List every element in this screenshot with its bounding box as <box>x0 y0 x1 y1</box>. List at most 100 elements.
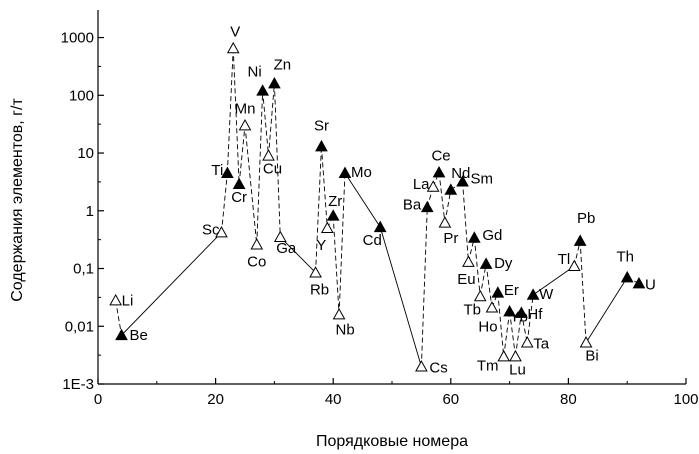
element-label-pb: Pb <box>577 210 595 227</box>
connector-line <box>585 277 628 343</box>
filled-triangle-marker <box>232 177 246 189</box>
element-label-ga: Ga <box>276 240 297 257</box>
point-labels: Li Be Sc Ti V Cr Mn Co Ni Cu Zn Ga Rb Sr Y Zr Nb Mo Cd Cs Ba… <box>122 23 656 378</box>
element-label-lu: Lu <box>509 361 526 378</box>
connector-line <box>479 263 487 297</box>
filled-triangle-marker <box>479 257 493 269</box>
connector-line <box>438 172 446 223</box>
connector-line <box>332 215 340 315</box>
element-label-bi: Bi <box>585 348 598 365</box>
filled-triangle-marker <box>467 231 481 243</box>
element-label-nb: Nb <box>335 321 354 338</box>
element-label-cr: Cr <box>231 189 247 206</box>
open-triangle-marker <box>215 225 228 238</box>
element-label-ti: Ti <box>211 162 223 179</box>
connector-line <box>244 125 258 245</box>
filled-triangle-marker <box>268 76 281 89</box>
element-label-v: V <box>230 23 240 40</box>
open-triangle-marker <box>226 41 240 54</box>
filled-triangle-marker <box>620 270 634 283</box>
element-label-sm: Sm <box>471 171 494 188</box>
element-label-li: Li <box>122 292 134 309</box>
open-triangle-marker <box>250 238 264 250</box>
y-tick-label: 100 <box>69 87 94 104</box>
element-label-th: Th <box>616 248 634 265</box>
x-tick-label: 100 <box>673 391 698 408</box>
filled-triangle-marker <box>573 234 587 246</box>
element-label-cs: Cs <box>429 360 447 377</box>
x-tick-label: 80 <box>560 391 577 408</box>
connector-line <box>115 300 122 336</box>
connector-line <box>273 83 281 238</box>
connector-line <box>526 294 534 343</box>
connector-line <box>221 173 228 233</box>
element-label-ho: Ho <box>478 319 497 336</box>
connector-line <box>226 48 234 174</box>
x-tick-label: 20 <box>207 391 224 408</box>
y-tick-label: 1 <box>86 203 94 220</box>
open-triangle-marker <box>509 349 522 362</box>
element-label-be: Be <box>130 327 148 344</box>
x-tick-label: 0 <box>94 391 102 408</box>
open-triangle-marker <box>415 360 428 372</box>
axes <box>97 10 686 385</box>
y-tick-label: 1000 <box>61 30 94 47</box>
element-label-sc: Sc <box>202 222 220 239</box>
element-label-er: Er <box>504 282 519 299</box>
filled-triangle-marker <box>444 183 458 195</box>
element-label-zr: Zr <box>328 193 342 210</box>
element-label-u: U <box>645 277 656 294</box>
y-tick-label: 1E-3 <box>62 376 94 393</box>
element-label-sr: Sr <box>314 117 329 134</box>
connector-line <box>232 48 240 185</box>
open-triangle-marker <box>567 259 581 272</box>
connector-line <box>485 263 493 308</box>
open-triangle-marker <box>332 307 346 320</box>
connector-line <box>268 83 275 156</box>
open-triangle-marker <box>320 221 334 234</box>
y-axis-title: Содержания элементов, г/т <box>9 98 26 302</box>
element-label-la: La <box>413 176 430 193</box>
element-label-gd: Gd <box>482 227 502 244</box>
filled-triangle-marker <box>491 286 505 298</box>
connector-line <box>256 90 264 245</box>
connector-line <box>579 240 587 343</box>
filled-triangle-marker <box>515 306 528 318</box>
open-triangle-marker <box>438 216 452 228</box>
y-tick-label: 0,01 <box>65 318 94 335</box>
filled-triangle-marker <box>632 276 646 289</box>
element-label-dy: Dy <box>494 255 513 272</box>
connector-line <box>520 312 528 343</box>
open-triangle-marker <box>579 336 593 348</box>
element-label-ni: Ni <box>248 64 262 81</box>
element-label-hf: Hf <box>527 306 543 323</box>
element-label-yb: Yb <box>510 309 528 326</box>
open-triangle-marker <box>485 301 499 313</box>
element-label-nd: Nd <box>451 165 470 182</box>
element-label-mo: Mo <box>351 164 372 181</box>
x-axis-title: Порядковые номера <box>316 433 468 450</box>
connector-line <box>420 207 428 367</box>
filled-triangle-marker <box>432 165 446 178</box>
element-label-tm: Tm <box>477 357 499 374</box>
x-tick-label: 60 <box>442 391 459 408</box>
element-label-tb: Tb <box>463 301 481 318</box>
open-triangle-marker <box>520 336 534 348</box>
connector-line <box>444 189 452 223</box>
connector-line <box>279 236 316 273</box>
open-triangle-marker <box>109 293 122 306</box>
element-label-w: W <box>539 286 554 303</box>
filled-triangle-marker <box>338 166 352 178</box>
filled-triangle-marker <box>256 84 269 96</box>
connector-line <box>238 125 246 185</box>
y-tick-label: 0,1 <box>73 261 94 278</box>
connector-line <box>515 312 522 357</box>
connector-line <box>532 265 575 296</box>
element-label-mn: Mn <box>235 100 256 117</box>
filled-triangle-marker <box>115 328 128 341</box>
connector-line <box>462 181 469 262</box>
element-label-ta: Ta <box>533 336 550 353</box>
ticks: 0 20 40 60 80 100 1E-3 0,01 0,1 1 10 100 1000 <box>61 30 699 408</box>
x-tick-label: 40 <box>325 391 342 408</box>
